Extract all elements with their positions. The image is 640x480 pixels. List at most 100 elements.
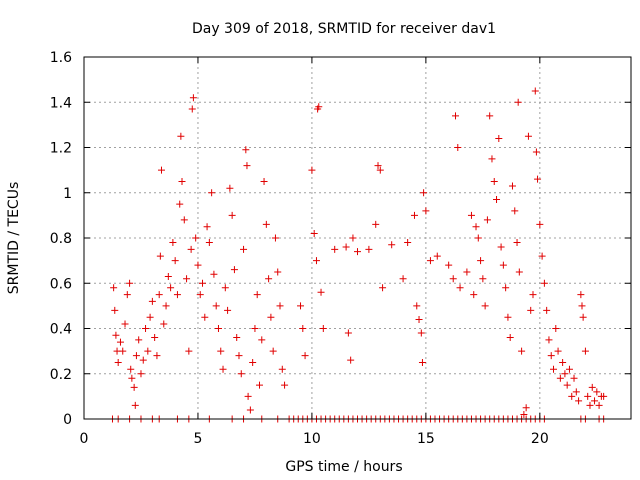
data-point xyxy=(331,245,339,253)
data-point xyxy=(534,175,542,183)
data-point xyxy=(128,374,136,382)
data-point xyxy=(508,182,516,190)
data-point xyxy=(456,284,464,292)
data-point xyxy=(262,220,270,228)
data-point xyxy=(524,132,532,140)
data-point xyxy=(579,313,587,321)
y-tick-label: 0.6 xyxy=(50,276,72,292)
data-point xyxy=(540,279,548,287)
data-point xyxy=(196,291,204,299)
data-point xyxy=(497,243,505,251)
data-point xyxy=(404,239,412,247)
data-point xyxy=(472,223,480,231)
y-tick-label: 1 xyxy=(63,186,72,202)
data-point xyxy=(119,347,127,355)
data-point xyxy=(418,358,426,366)
data-point xyxy=(244,392,252,400)
data-point xyxy=(187,245,195,253)
plot-frame xyxy=(83,56,632,420)
x-tick-label: 5 xyxy=(193,431,202,447)
data-point xyxy=(267,313,275,321)
data-point xyxy=(561,370,569,378)
data-point xyxy=(420,189,428,197)
data-point xyxy=(269,347,277,355)
data-point xyxy=(426,257,434,265)
data-point xyxy=(258,336,266,344)
data-point xyxy=(514,98,522,106)
data-point xyxy=(171,257,179,265)
data-point xyxy=(308,166,316,174)
data-point xyxy=(176,200,184,208)
data-point xyxy=(349,234,357,242)
data-point xyxy=(139,356,147,364)
data-point xyxy=(255,381,263,389)
data-point xyxy=(212,302,220,310)
grid xyxy=(84,57,631,419)
data-point xyxy=(552,325,560,332)
data-point xyxy=(271,234,279,242)
data-point xyxy=(157,166,165,174)
data-point xyxy=(194,261,202,269)
data-point xyxy=(192,234,200,242)
data-point xyxy=(127,365,135,373)
data-point xyxy=(379,284,387,292)
data-point xyxy=(162,302,170,310)
data-point xyxy=(148,297,156,305)
data-point xyxy=(477,257,485,265)
chart-title: Day 309 of 2018, SRMTID for receiver dav… xyxy=(192,21,496,37)
data-point xyxy=(486,112,494,120)
data-point xyxy=(493,196,501,204)
data-point xyxy=(144,347,152,355)
data-point xyxy=(253,291,261,299)
data-point xyxy=(299,325,307,332)
data-points xyxy=(108,87,608,423)
data-point xyxy=(518,347,526,355)
data-point xyxy=(221,284,229,292)
data-point xyxy=(554,347,562,355)
data-point xyxy=(454,144,462,151)
data-point xyxy=(522,404,530,412)
data-point xyxy=(167,284,175,292)
data-point xyxy=(121,320,129,328)
data-point xyxy=(422,207,430,215)
data-point xyxy=(529,291,537,299)
data-point xyxy=(511,207,519,215)
data-point xyxy=(249,358,257,366)
data-point xyxy=(499,261,507,269)
data-point xyxy=(153,352,161,360)
data-point xyxy=(495,134,503,142)
data-point xyxy=(452,112,460,120)
x-tick-label: 20 xyxy=(531,431,549,447)
data-point xyxy=(203,223,211,231)
data-point xyxy=(160,320,168,328)
data-point xyxy=(600,392,608,400)
data-point xyxy=(388,241,396,249)
data-point xyxy=(483,216,491,224)
data-point xyxy=(131,401,139,409)
data-point xyxy=(185,347,193,355)
data-point xyxy=(413,302,421,310)
data-point xyxy=(417,329,425,337)
data-point xyxy=(114,358,122,366)
data-point xyxy=(123,291,131,299)
data-point xyxy=(399,275,407,283)
data-point xyxy=(260,177,268,185)
data-point xyxy=(374,162,382,170)
data-point xyxy=(433,252,441,260)
data-point xyxy=(173,291,181,299)
data-point xyxy=(520,410,528,418)
data-point xyxy=(210,270,218,278)
data-point xyxy=(169,239,177,247)
data-point xyxy=(199,279,207,287)
data-point xyxy=(568,392,576,400)
data-point xyxy=(251,325,259,332)
data-point xyxy=(575,397,583,405)
data-point xyxy=(515,268,523,276)
data-point xyxy=(584,392,592,400)
data-point xyxy=(237,370,245,378)
data-point xyxy=(532,148,540,156)
data-point xyxy=(502,284,510,292)
data-point xyxy=(201,313,209,321)
data-point xyxy=(297,302,305,310)
